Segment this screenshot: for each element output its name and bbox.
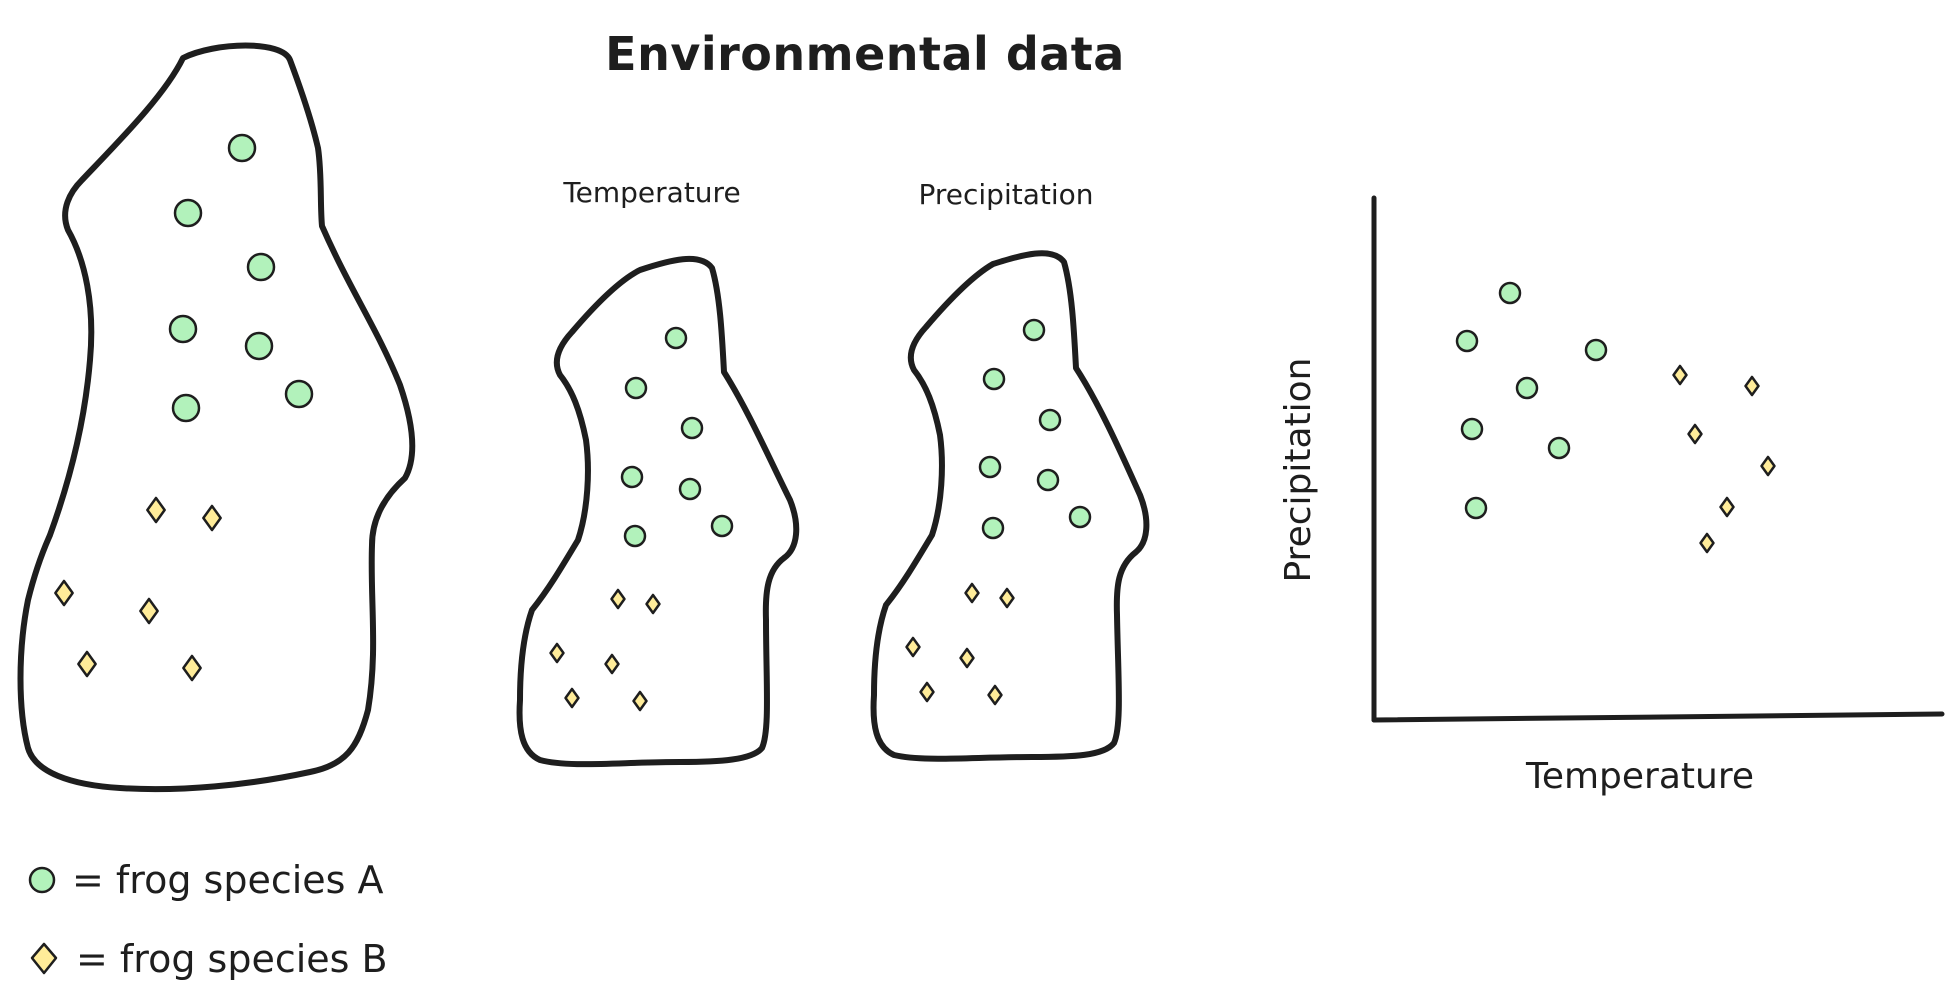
frog-species-a-marker xyxy=(664,326,688,350)
frog-species-b-marker xyxy=(1687,423,1703,445)
frog-species-a-marker xyxy=(244,331,274,361)
temperature-map xyxy=(516,255,800,768)
x-axis-line xyxy=(1371,711,1945,723)
frog-species-a-marker xyxy=(284,379,314,409)
frog-species-b-marker xyxy=(632,690,648,712)
frog-markers xyxy=(54,133,1776,712)
precipitation-map xyxy=(870,250,1150,762)
frog-species-b-marker xyxy=(1672,364,1688,386)
frog-species-b-marker xyxy=(1744,375,1760,397)
precipitation-map-outline xyxy=(870,250,1150,762)
frog-species-a-marker xyxy=(1547,436,1571,460)
frog-species-a-marker xyxy=(1455,329,1479,353)
frog-species-a-marker xyxy=(246,252,276,282)
main-map xyxy=(17,42,416,793)
frog-species-a-marker xyxy=(1068,505,1092,529)
frog-species-a-marker xyxy=(1460,417,1484,441)
frog-species-a-marker xyxy=(624,376,648,400)
frog-species-a-marker xyxy=(982,367,1006,391)
legend-species-b: = frog species B xyxy=(76,937,388,981)
frog-species-b-marker xyxy=(77,650,97,678)
precipitation-map-label: Precipitation xyxy=(918,178,1093,211)
frog-species-a-marker xyxy=(978,455,1002,479)
main-map-outline xyxy=(17,42,416,793)
frog-species-b-marker xyxy=(959,647,975,669)
frog-species-b-marker xyxy=(564,687,580,709)
frog-species-b-marker xyxy=(1760,455,1776,477)
frog-species-a-marker xyxy=(680,416,704,440)
frog-species-a-marker xyxy=(620,465,644,489)
frog-species-b-marker xyxy=(1699,532,1715,554)
frog-species-a-marker xyxy=(710,514,734,538)
frog-species-b-marker xyxy=(1719,496,1735,518)
legend: = frog species A = frog species B xyxy=(28,858,388,981)
species-a-legend-icon xyxy=(28,866,56,894)
frog-species-b-marker xyxy=(964,582,980,604)
frog-species-b-marker xyxy=(604,653,620,675)
temperature-map-outline xyxy=(516,255,800,768)
frog-species-b-marker xyxy=(610,588,626,610)
frog-species-b-marker xyxy=(549,642,565,664)
scatter-plot: Temperature Precipitation xyxy=(1278,195,1945,797)
frog-species-a-marker xyxy=(1022,318,1046,342)
frog-species-b-marker xyxy=(905,636,921,658)
frog-species-a-marker xyxy=(227,133,257,163)
frog-species-a-marker xyxy=(1515,376,1539,400)
frog-species-a-marker xyxy=(1038,408,1062,432)
frog-species-b-marker xyxy=(54,579,74,607)
frog-species-b-marker xyxy=(645,593,661,615)
frog-species-a-marker xyxy=(1498,281,1522,305)
frog-species-a-marker xyxy=(168,314,198,344)
frog-species-a-marker xyxy=(981,516,1005,540)
frog-species-a-marker xyxy=(1464,496,1488,520)
temperature-map-label: Temperature xyxy=(562,176,740,209)
frog-species-a-marker xyxy=(678,477,702,501)
frog-species-b-marker xyxy=(919,681,935,703)
frog-species-b-marker xyxy=(999,587,1015,609)
frog-species-a-marker xyxy=(623,524,647,548)
frog-species-a-marker xyxy=(1036,468,1060,492)
frog-species-a-marker xyxy=(173,198,203,228)
diagram-title: Environmental data xyxy=(605,27,1125,81)
frog-species-b-marker xyxy=(182,654,202,682)
frog-species-b-marker xyxy=(146,496,166,524)
frog-species-a-marker xyxy=(171,393,201,423)
frog-species-b-marker xyxy=(987,684,1003,706)
legend-species-a: = frog species A xyxy=(72,858,384,902)
x-axis-label: Temperature xyxy=(1525,756,1754,797)
species-b-legend-icon xyxy=(30,942,58,975)
frog-species-b-marker xyxy=(139,597,159,625)
frog-species-b-marker xyxy=(202,504,222,532)
y-axis-label: Precipitation xyxy=(1278,357,1319,582)
frog-species-a-marker xyxy=(1584,338,1608,362)
